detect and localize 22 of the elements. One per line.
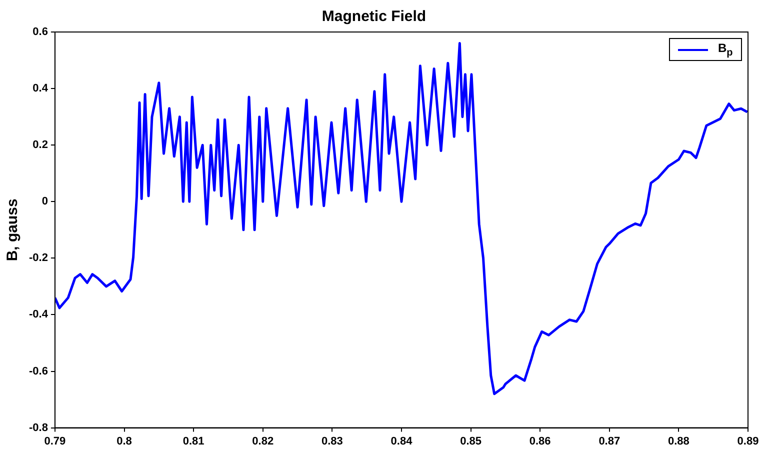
- x-tick-label: 0.85: [460, 435, 482, 448]
- y-tick-label: -0.2: [28, 252, 48, 264]
- y-tick-label: -0.8: [28, 422, 48, 434]
- x-tick-label: 0.83: [321, 435, 343, 448]
- legend-label: B$_{p}$: [718, 41, 733, 58]
- x-tick-label: 0.88: [668, 435, 690, 448]
- y-tick-label: 0.4: [32, 82, 49, 95]
- x-tick-label: 0.8: [116, 435, 132, 448]
- x-tick-label: 0.84: [390, 435, 414, 448]
- chart-title: Magnetic Field: [322, 8, 426, 26]
- x-tick-label: 0.89: [737, 435, 759, 448]
- y-tick-label: -0.6: [28, 365, 48, 378]
- x-tick-label: 0.82: [252, 435, 274, 448]
- y-tick-label: 0.6: [32, 26, 48, 38]
- y-axis-title: B, gauss: [4, 198, 22, 262]
- y-tick-label: 0.2: [32, 139, 48, 152]
- x-tick-label: 0.87: [598, 435, 620, 448]
- x-tick-label: 0.86: [529, 435, 551, 448]
- x-tick-label: 0.79: [44, 435, 66, 448]
- y-tick-label: -0.4: [28, 308, 49, 321]
- x-tick-label: 0.81: [182, 435, 204, 448]
- y-tick-label: 0: [42, 196, 48, 208]
